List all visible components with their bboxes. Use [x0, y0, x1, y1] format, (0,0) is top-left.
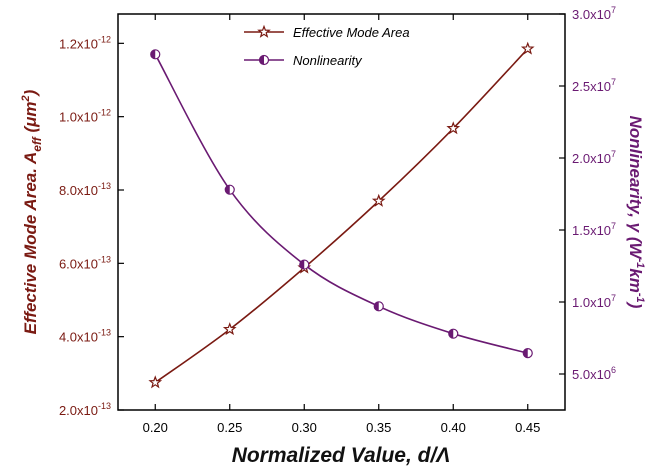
nonlinearity-series-line	[154, 53, 528, 354]
right-y-tick-label: 1.0x107	[572, 293, 616, 310]
right-y-tick-label: 2.0x107	[572, 149, 616, 166]
legend-star-marker	[257, 24, 271, 38]
area-series-line	[154, 48, 529, 384]
legend-label: Nonlinearity	[293, 53, 363, 68]
x-axis-title: Normalized Value, d/Λ	[232, 444, 451, 467]
nonlinearity-data-point	[373, 301, 384, 312]
right-y-axis: 5.0x106 1.0x107 1.5x107 2.0x107 2.5x107 3.0x1…	[559, 5, 616, 382]
nonlinearity-data-point	[224, 184, 235, 195]
left-y-tick-label: 2.0x10-13	[59, 401, 111, 418]
left-y-tick-label: 6.0x10-13	[59, 254, 111, 271]
right-y-tick-label: 1.5x107	[572, 221, 616, 238]
area-data-point	[520, 41, 535, 55]
nonlinearity-data-point	[448, 328, 459, 339]
right-y-tick-label: 2.5x107	[572, 77, 616, 94]
left-axis-title: Effective Mode Area. Aeff (μm2)	[20, 89, 44, 334]
x-tick-label: 0.40	[441, 420, 466, 435]
nonlinearity-data-point	[150, 49, 161, 60]
left-y-tick-label: 1.0x10-12	[59, 108, 111, 125]
x-tick-label: 0.30	[292, 420, 317, 435]
left-y-axis: 2.0x10-13 4.0x10-13 6.0x10-13 8.0x10-13 1.0x…	[59, 34, 124, 418]
legend-half-circle-marker	[258, 54, 270, 66]
right-axis-title: Nonlinearity, γ (W-1km-1)	[626, 116, 646, 309]
x-axis: 0.20 0.25 0.30 0.35 0.40 0.45	[143, 14, 540, 435]
nonlinearity-data-point	[522, 348, 533, 359]
legend-label: Effective Mode Area	[293, 25, 410, 40]
right-y-tick-label: 3.0x107	[572, 5, 616, 22]
right-y-tick-label: 5.0x106	[572, 365, 616, 382]
plot-frame	[117, 13, 566, 411]
area-data-point	[446, 121, 461, 135]
area-data-point	[148, 375, 163, 389]
left-y-tick-label: 4.0x10-13	[59, 328, 111, 345]
area-data-point	[371, 193, 386, 207]
x-tick-label: 0.20	[143, 420, 168, 435]
x-tick-label: 0.35	[366, 420, 391, 435]
area-data-point	[222, 322, 237, 336]
x-tick-label: 0.25	[217, 420, 242, 435]
left-y-tick-label: 1.2x10-12	[59, 34, 111, 51]
legend: Effective Mode Area Nonlinearity	[244, 24, 410, 68]
left-y-tick-label: 8.0x10-13	[59, 181, 111, 198]
nonlinearity-data-point	[299, 259, 310, 270]
x-tick-label: 0.45	[515, 420, 540, 435]
series-layer	[148, 41, 535, 389]
